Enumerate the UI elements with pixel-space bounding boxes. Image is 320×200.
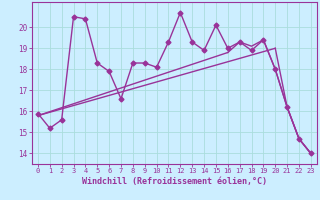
X-axis label: Windchill (Refroidissement éolien,°C): Windchill (Refroidissement éolien,°C) (82, 177, 267, 186)
